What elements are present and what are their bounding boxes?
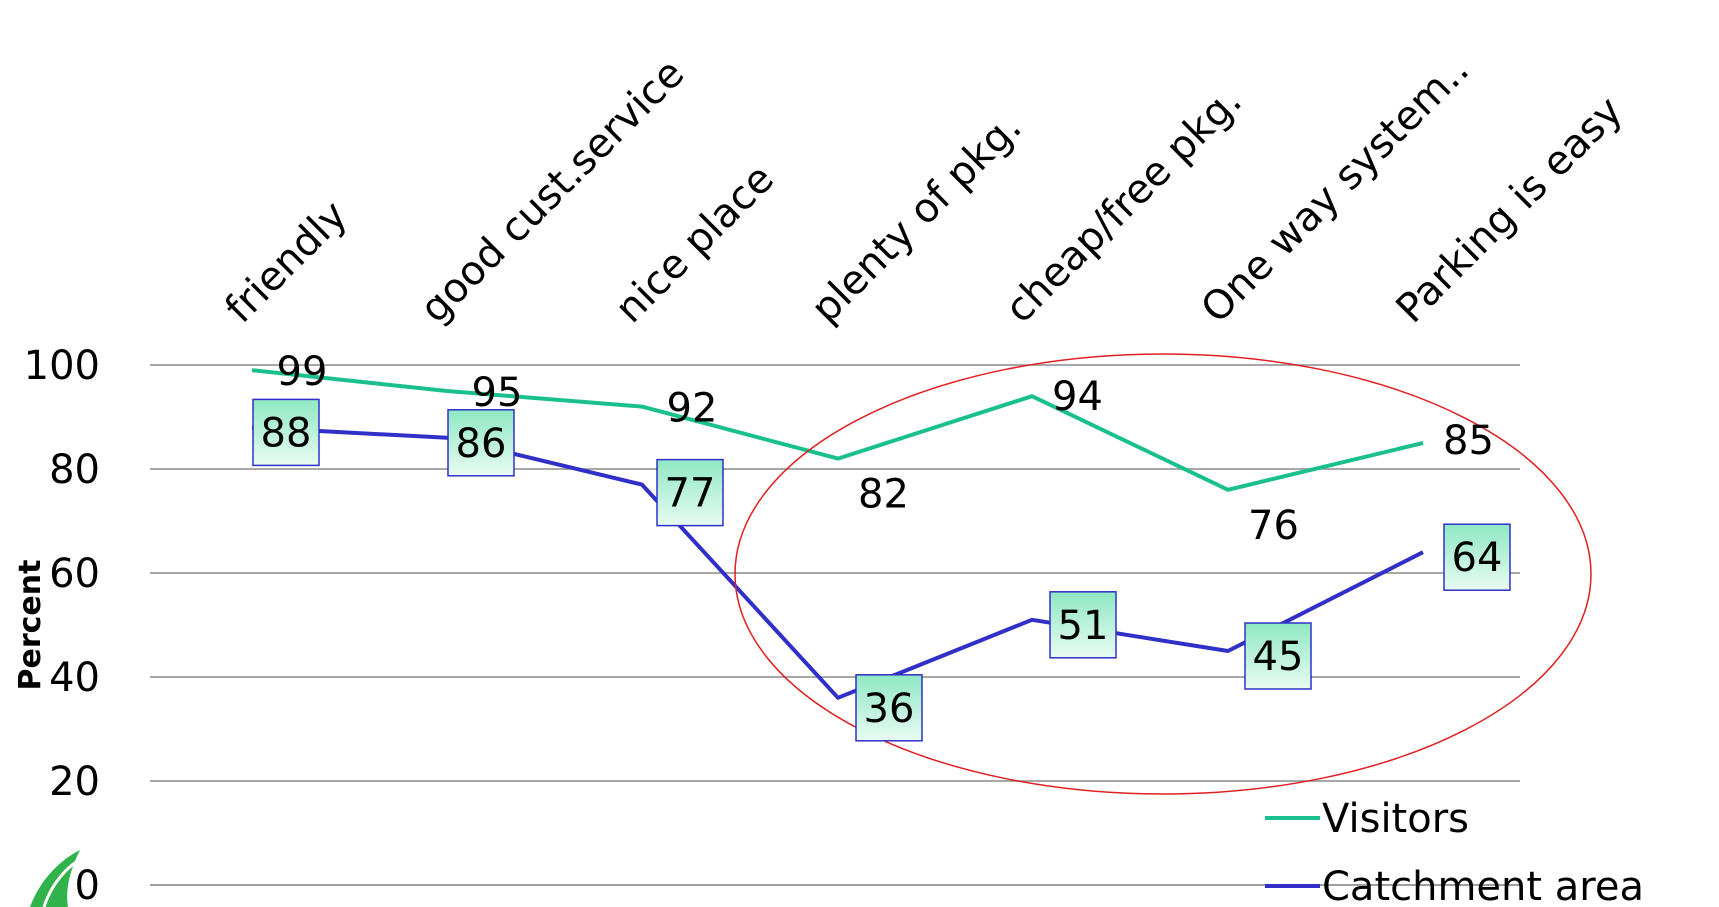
y-tick-label: 20 xyxy=(49,759,100,805)
series-line xyxy=(251,368,1424,492)
series-lines xyxy=(251,368,1424,700)
data-label: 88 xyxy=(261,410,312,456)
grid-lines xyxy=(150,364,1520,886)
data-label: 95 xyxy=(472,370,523,416)
green-leaf-icon xyxy=(30,850,80,907)
y-tick-label: 100 xyxy=(24,343,100,389)
data-labels: 99 95 92 82 94 76 85 88 86 77 36 51 45 64 xyxy=(252,349,1511,742)
data-label: 77 xyxy=(665,471,716,517)
data-label: 99 xyxy=(277,349,328,395)
data-label-box xyxy=(1244,622,1312,690)
highlight-ellipse xyxy=(734,353,1592,795)
y-tick-label: 80 xyxy=(49,447,100,493)
data-label-box xyxy=(252,398,320,467)
series-line xyxy=(251,425,1424,700)
data-label-box xyxy=(1443,523,1511,591)
data-label: 36 xyxy=(864,686,915,732)
y-axis-ticks: 0 20 40 60 80 100 xyxy=(24,343,100,907)
data-label: 85 xyxy=(1443,418,1494,464)
data-label: 82 xyxy=(858,472,909,518)
legend-label: Catchment area xyxy=(1322,864,1644,907)
x-category-label: plenty of pkg. xyxy=(803,104,1031,332)
data-label: 64 xyxy=(1452,535,1503,581)
data-label: 92 xyxy=(667,386,718,432)
y-tick-label: 60 xyxy=(49,551,100,597)
y-axis-label: Percent xyxy=(13,560,48,691)
legend-label: Visitors xyxy=(1322,796,1469,842)
data-label: 94 xyxy=(1052,374,1103,420)
legend: Visitors Catchment area xyxy=(1265,796,1644,907)
leaf-vein xyxy=(42,860,77,907)
y-tick-label: 0 xyxy=(75,863,100,907)
data-label-box xyxy=(1049,591,1117,659)
data-label-box xyxy=(656,458,724,527)
leaf-shape xyxy=(30,850,80,907)
data-label: 45 xyxy=(1253,634,1304,680)
data-label: 76 xyxy=(1248,503,1299,549)
data-label-box xyxy=(447,409,515,477)
data-label-box xyxy=(855,674,923,742)
x-category-label: friendly xyxy=(217,192,357,332)
data-label: 86 xyxy=(456,421,507,467)
y-tick-label: 40 xyxy=(49,655,100,701)
x-category-label: nice place xyxy=(607,156,783,332)
data-label: 51 xyxy=(1058,603,1109,649)
